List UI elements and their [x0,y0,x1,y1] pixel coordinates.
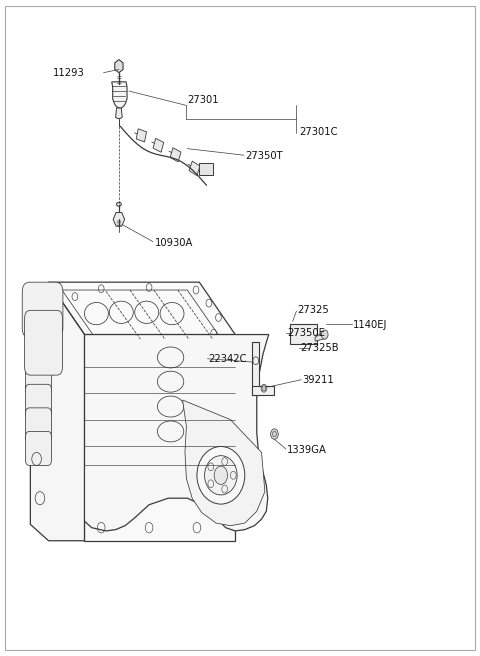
FancyBboxPatch shape [24,310,62,375]
FancyBboxPatch shape [25,312,51,346]
Text: 27301C: 27301C [299,127,337,137]
Text: 1339GA: 1339GA [287,445,327,455]
Polygon shape [170,148,181,162]
Ellipse shape [197,447,245,504]
Polygon shape [113,213,125,226]
Text: 39211: 39211 [302,375,334,385]
Polygon shape [112,82,127,108]
Polygon shape [115,60,123,73]
Text: 27301: 27301 [187,94,219,105]
Polygon shape [84,335,235,541]
FancyBboxPatch shape [25,361,51,395]
Text: 1140EJ: 1140EJ [352,319,387,330]
Polygon shape [252,386,274,395]
Polygon shape [153,138,164,152]
FancyBboxPatch shape [25,408,51,442]
Text: 27350E: 27350E [287,328,325,338]
Polygon shape [199,163,213,174]
Text: 27350T: 27350T [245,152,282,161]
FancyBboxPatch shape [25,384,51,419]
Text: 27325B: 27325B [300,342,338,353]
Polygon shape [182,400,265,525]
Text: 10930A: 10930A [155,238,193,248]
Text: 22342C: 22342C [208,354,246,365]
Polygon shape [315,331,326,341]
Polygon shape [48,282,235,335]
FancyBboxPatch shape [22,282,63,338]
Circle shape [322,330,328,339]
Polygon shape [116,108,122,119]
Circle shape [271,429,278,440]
Polygon shape [30,282,84,541]
Circle shape [262,386,266,391]
Polygon shape [48,282,84,541]
Text: 27325: 27325 [298,305,329,316]
FancyBboxPatch shape [25,337,51,371]
FancyBboxPatch shape [25,432,51,466]
Text: 11293: 11293 [53,68,84,77]
Polygon shape [189,161,200,176]
Polygon shape [290,324,317,344]
Ellipse shape [117,202,121,206]
Polygon shape [136,129,146,142]
Polygon shape [75,335,269,531]
Polygon shape [252,342,259,395]
Circle shape [214,466,228,484]
Ellipse shape [204,456,237,495]
